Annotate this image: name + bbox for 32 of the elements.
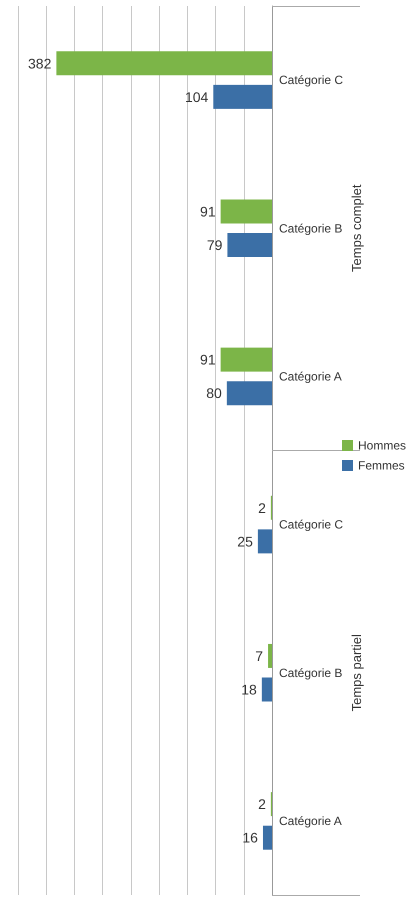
bar: [213, 84, 272, 109]
y-tick-label: Catégorie C: [279, 518, 344, 532]
bar: [56, 51, 272, 76]
y-tick-label: Catégorie A: [279, 814, 342, 828]
data-label: 382: [28, 55, 52, 72]
bar: [268, 644, 272, 668]
data-label: 91: [200, 352, 216, 368]
legend-label: Femmes: [358, 458, 405, 472]
bar: [220, 348, 272, 372]
data-label: 7: [255, 648, 264, 664]
y-tick-label: Catégorie B: [279, 666, 342, 680]
data-label: 79: [206, 237, 223, 254]
data-label: 80: [206, 385, 222, 402]
bar: [226, 381, 272, 406]
data-label: 25: [237, 533, 254, 550]
y-tick-label: Catégorie C: [279, 73, 344, 88]
bar: [227, 233, 272, 258]
data-label: 2: [258, 500, 266, 516]
legend-label: Hommes: [358, 438, 406, 452]
y-tick-label: Catégorie A: [279, 369, 342, 384]
data-label: 18: [241, 682, 258, 698]
data-label: 2: [258, 796, 266, 812]
bar: [258, 529, 272, 554]
y-tick-label: Catégorie B: [279, 221, 342, 236]
text: Temps complet: [349, 184, 364, 272]
bar: [262, 826, 272, 850]
bar: [262, 678, 272, 702]
bar: [220, 199, 272, 224]
data-label: 104: [184, 88, 209, 105]
data-label: 91: [200, 203, 216, 220]
data-label: 16: [242, 830, 258, 846]
text: Temps partiel: [349, 634, 364, 712]
